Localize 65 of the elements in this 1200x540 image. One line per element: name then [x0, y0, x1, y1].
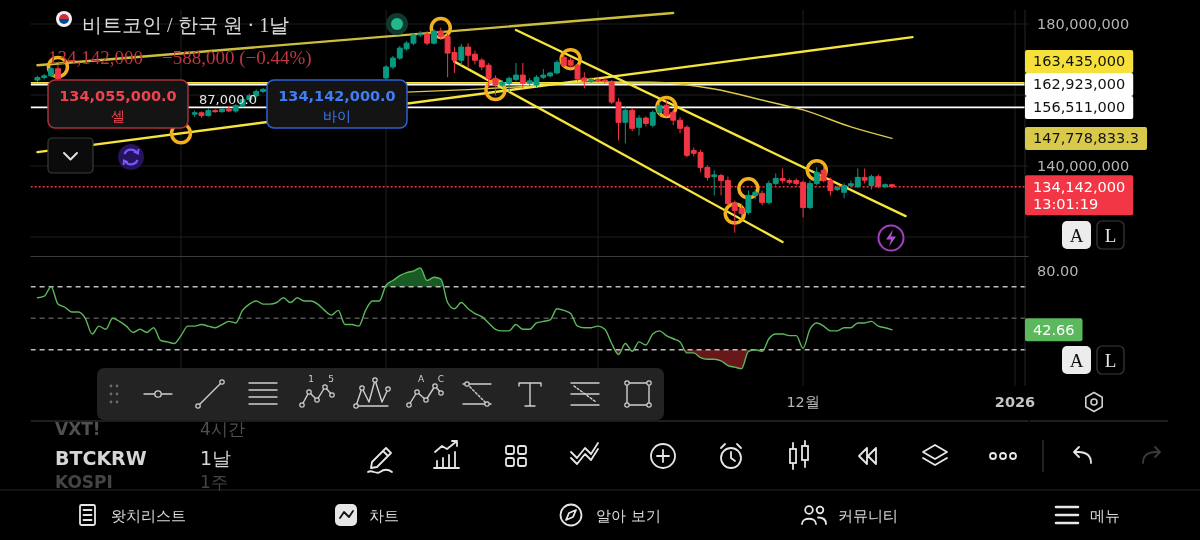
- text: A: [1069, 225, 1084, 246]
- text: A: [1069, 350, 1084, 371]
- x-tick-label: 12월: [786, 394, 820, 410]
- candlestick: [642, 115, 649, 127]
- candlestick: [225, 105, 232, 113]
- y-tick-label: 42.66: [1033, 321, 1075, 338]
- candlestick: [636, 114, 642, 136]
- candlestick: [430, 28, 437, 46]
- chart-title: 비트코인 / 한국 원 · 1날: [82, 14, 290, 36]
- text: 알아 보기: [596, 507, 661, 525]
- candlestick: [458, 43, 465, 66]
- line-series: [36, 267, 893, 370]
- candlestick: [868, 174, 875, 190]
- text: BTCKRW: [55, 447, 147, 469]
- ref-line-label: 134,142,000: [1033, 178, 1126, 195]
- candlestick: [219, 107, 225, 114]
- candlestick: [711, 169, 718, 196]
- candlestick: [191, 110, 198, 118]
- text: 메뉴: [1090, 507, 1120, 525]
- text: KOSPI: [55, 472, 113, 492]
- point: [655, 95, 678, 119]
- text: 왓치리스트: [111, 507, 186, 525]
- candlestick: [198, 110, 205, 119]
- point: [429, 16, 453, 40]
- ref-line-label: 156,511,000: [1033, 99, 1126, 116]
- annotation: 134,142,000.0: [278, 88, 396, 104]
- candlestick: [424, 30, 431, 46]
- ref-line-label: 162,923,000: [1033, 76, 1126, 93]
- annotation: 셀: [111, 108, 125, 124]
- y-tick-label: 180,000,000: [1037, 16, 1130, 32]
- annotation: C: [437, 374, 445, 384]
- y-tick-label: 147,778,833.3: [1033, 130, 1140, 147]
- point: [559, 47, 582, 71]
- annotation: 1: [308, 374, 314, 384]
- candlestick: [759, 190, 766, 206]
- text: 4시간: [200, 419, 245, 439]
- point: [484, 78, 507, 102]
- y-tick-label: 140,000,000: [1037, 158, 1130, 174]
- ref-line-label: 163,435,000: [1033, 53, 1126, 70]
- candlestick: [882, 182, 889, 189]
- candlestick: [588, 76, 595, 84]
- y-tick-label: 80.00: [1037, 263, 1079, 279]
- line-series: [405, 81, 893, 140]
- candlestick: [861, 167, 868, 184]
- candlestick: [212, 108, 219, 114]
- text: L: [1104, 350, 1117, 371]
- text: 차트: [369, 507, 399, 525]
- annotation: 5: [328, 374, 334, 384]
- text: 13:01:19: [1033, 195, 1099, 212]
- annotation: 134,055,000.0: [59, 88, 177, 104]
- candlestick: [205, 107, 212, 118]
- text: 커뮤니티: [838, 507, 898, 525]
- text: 1주: [200, 472, 228, 492]
- text: VXT!: [55, 419, 101, 439]
- annotation: −588,000 (−0.44%): [162, 46, 312, 69]
- candlestick: [622, 106, 629, 144]
- x-tick-label: 2026: [994, 394, 1036, 410]
- candlestick: [629, 107, 636, 132]
- candlestick: [519, 62, 526, 89]
- annotation: A: [417, 374, 425, 384]
- point: [805, 159, 829, 182]
- annotation: 바이: [323, 108, 351, 124]
- text: L: [1104, 225, 1117, 246]
- candlestick: [875, 174, 882, 189]
- text: 1날: [200, 447, 232, 469]
